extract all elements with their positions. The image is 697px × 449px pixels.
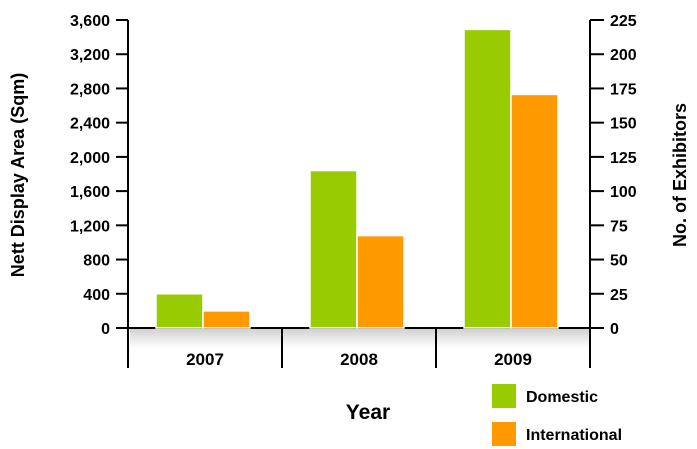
right-tick-label: 50 <box>610 253 628 270</box>
category-labels: 2007 2008 2009 <box>186 350 532 369</box>
left-tick-label: 1,200 <box>70 218 110 235</box>
legend-label-international: International <box>526 427 622 444</box>
right-tick-label: 175 <box>610 81 637 98</box>
category-label: 2008 <box>340 350 378 369</box>
bar-domestic-2008 <box>309 169 358 329</box>
y-axis-title-left: Nett Display Area (Sqm) <box>8 73 28 277</box>
left-tick-label: 3,600 <box>70 13 110 30</box>
right-tick-label: 75 <box>610 218 628 235</box>
category-label: 2009 <box>494 350 532 369</box>
y-axis-title-right: No. of Exhibitors <box>670 103 690 247</box>
left-tick-label: 0 <box>101 321 110 338</box>
bar-domestic-2009 <box>463 28 512 329</box>
left-tick-label: 2,800 <box>70 81 110 98</box>
bar-international-2007 <box>202 310 251 329</box>
right-tick-label: 225 <box>610 13 637 30</box>
bar-international-2009 <box>510 93 559 329</box>
left-tick-label: 1,600 <box>70 184 110 201</box>
right-tick-label: 125 <box>610 150 637 167</box>
left-tick-label: 800 <box>83 253 110 270</box>
left-axis-ticks: 0 400 800 1,200 1,600 2,000 2,400 2,800 3,200 3,6… <box>70 13 128 338</box>
left-tick-label: 3,200 <box>70 47 110 64</box>
right-tick-label: 25 <box>610 287 628 304</box>
right-tick-label: 100 <box>610 184 637 201</box>
legend-label-domestic: Domestic <box>526 389 598 406</box>
right-tick-label: 150 <box>610 116 637 133</box>
left-tick-label: 2,000 <box>70 150 110 167</box>
bar-domestic-2007 <box>155 293 204 329</box>
left-tick-label: 2,400 <box>70 116 110 133</box>
bar-international-2008 <box>356 234 405 329</box>
legend: Domestic International <box>492 384 622 446</box>
plot-floor <box>130 328 590 348</box>
legend-swatch-international <box>492 422 516 446</box>
left-tick-label: 400 <box>83 287 110 304</box>
right-tick-label: 200 <box>610 47 637 64</box>
legend-swatch-domestic <box>492 384 516 408</box>
bars <box>155 28 559 329</box>
right-axis-ticks: 0 25 50 75 100 125 150 175 200 225 <box>590 13 637 338</box>
category-label: 2007 <box>186 350 224 369</box>
x-axis-title: Year <box>346 401 390 424</box>
right-tick-label: 0 <box>610 321 619 338</box>
